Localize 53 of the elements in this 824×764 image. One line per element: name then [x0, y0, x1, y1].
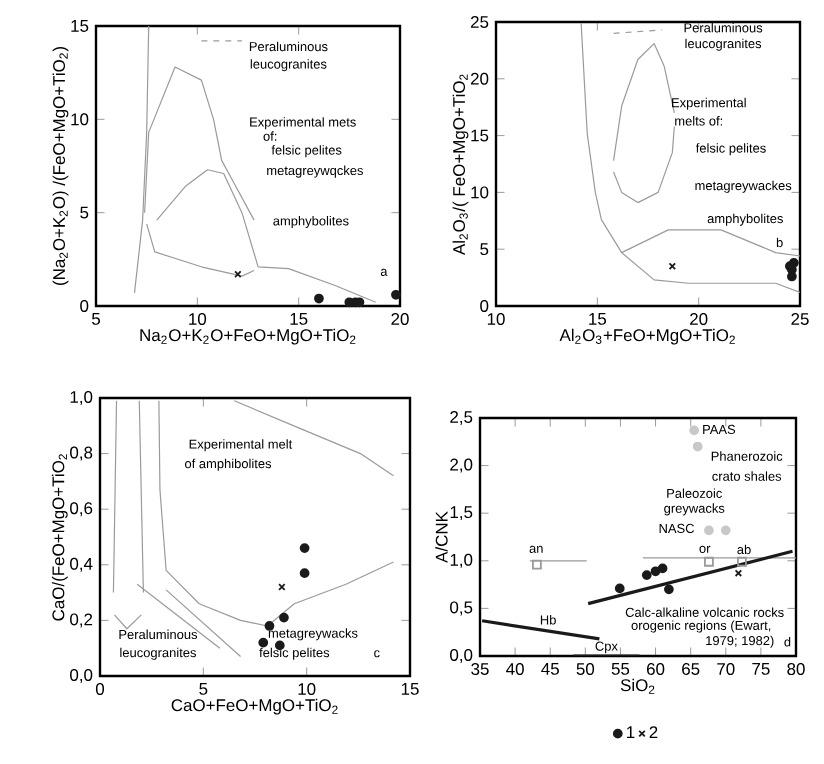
x-tick-label: 15	[290, 313, 308, 325]
y-tick-label: 15	[471, 129, 489, 142]
x-axis-title: SiO$_{2}$	[620, 678, 655, 694]
y-tick-label: 20	[470, 72, 489, 85]
x-tick-label: 45	[541, 663, 559, 675]
x-tick-label: 75	[752, 663, 770, 675]
y-tick-label: 0,0	[70, 669, 93, 683]
x-tick-label: 15	[589, 313, 607, 325]
y-tick-label: 2,5	[450, 411, 473, 425]
x-tick-label: 40	[506, 663, 524, 676]
y-tick-label: 0,6	[70, 502, 93, 517]
x-axis-title: Al$_{2}$O$_{3}$+FeO+MgO+TiO$_{2}$	[559, 328, 735, 345]
x-tick-label: 60	[647, 663, 665, 676]
x-tick-label: 70	[717, 663, 735, 676]
y-tick-label: 0	[480, 300, 489, 312]
x-tick-label: 10	[189, 313, 207, 326]
x-tick-label: 15	[401, 683, 419, 695]
y-tick-label: 1,0	[450, 553, 473, 568]
y-tick-label: 1,0	[70, 391, 93, 405]
y-tick-label: 1,5	[450, 506, 473, 521]
x-tick-label: 5	[91, 313, 101, 325]
y-tick-label: 15	[71, 20, 89, 32]
y-tick-label: 0,4	[70, 557, 93, 572]
y-tick-label: 0,8	[70, 446, 93, 461]
x-tick-label: 65	[682, 663, 700, 676]
x-tick-label: 55	[611, 663, 630, 675]
x-tick-label: 5	[199, 683, 208, 695]
y-axis-title: CaO/(FeO+MgO+TiO$_{2}$	[51, 454, 68, 621]
x-tick-label: 80	[787, 663, 805, 676]
y-tick-label: 10	[471, 186, 489, 199]
y-axis-title: (Na$_{2}$O+K$_{2}$O) /(FeO+MgO+TiO$_{2}$)	[52, 47, 69, 285]
x-tick-label: 20	[690, 313, 708, 326]
y-tick-label: 0	[80, 300, 89, 312]
y-tick-label: 0,2	[70, 613, 93, 628]
y-axis-title: A/CNK	[435, 511, 448, 563]
legend-label: 1	[627, 726, 635, 738]
legend-label: 2	[649, 726, 658, 739]
y-tick-label: 5	[480, 243, 489, 256]
x-tick-label: 25	[791, 313, 809, 326]
y-tick-label: 0,5	[450, 601, 473, 616]
y-tick-label: 25	[470, 16, 489, 28]
x-tick-label: 35	[471, 663, 489, 676]
x-tick-label: 50	[576, 663, 595, 676]
y-tick-label: 0,0	[450, 649, 473, 663]
y-tick-label: 5	[80, 206, 89, 219]
y-tick-label: 10	[71, 113, 89, 126]
x-axis-title: CaO+FeO+MgO+TiO$_{2}$	[171, 698, 338, 715]
x-tick-label: 10	[298, 683, 316, 696]
y-axis-title: Al$_{2}$O$_{3}$/( FeO+MgO+TiO$_{2}$	[452, 74, 469, 256]
y-tick-label: 2,0	[450, 458, 473, 473]
x-axis-title: Na$_{2}$O+K$_{2}$O+FeO+MgO+TiO$_{2}$	[140, 328, 356, 345]
x-tick-label: 20	[391, 313, 409, 326]
x-tick-label: 0	[95, 683, 105, 696]
